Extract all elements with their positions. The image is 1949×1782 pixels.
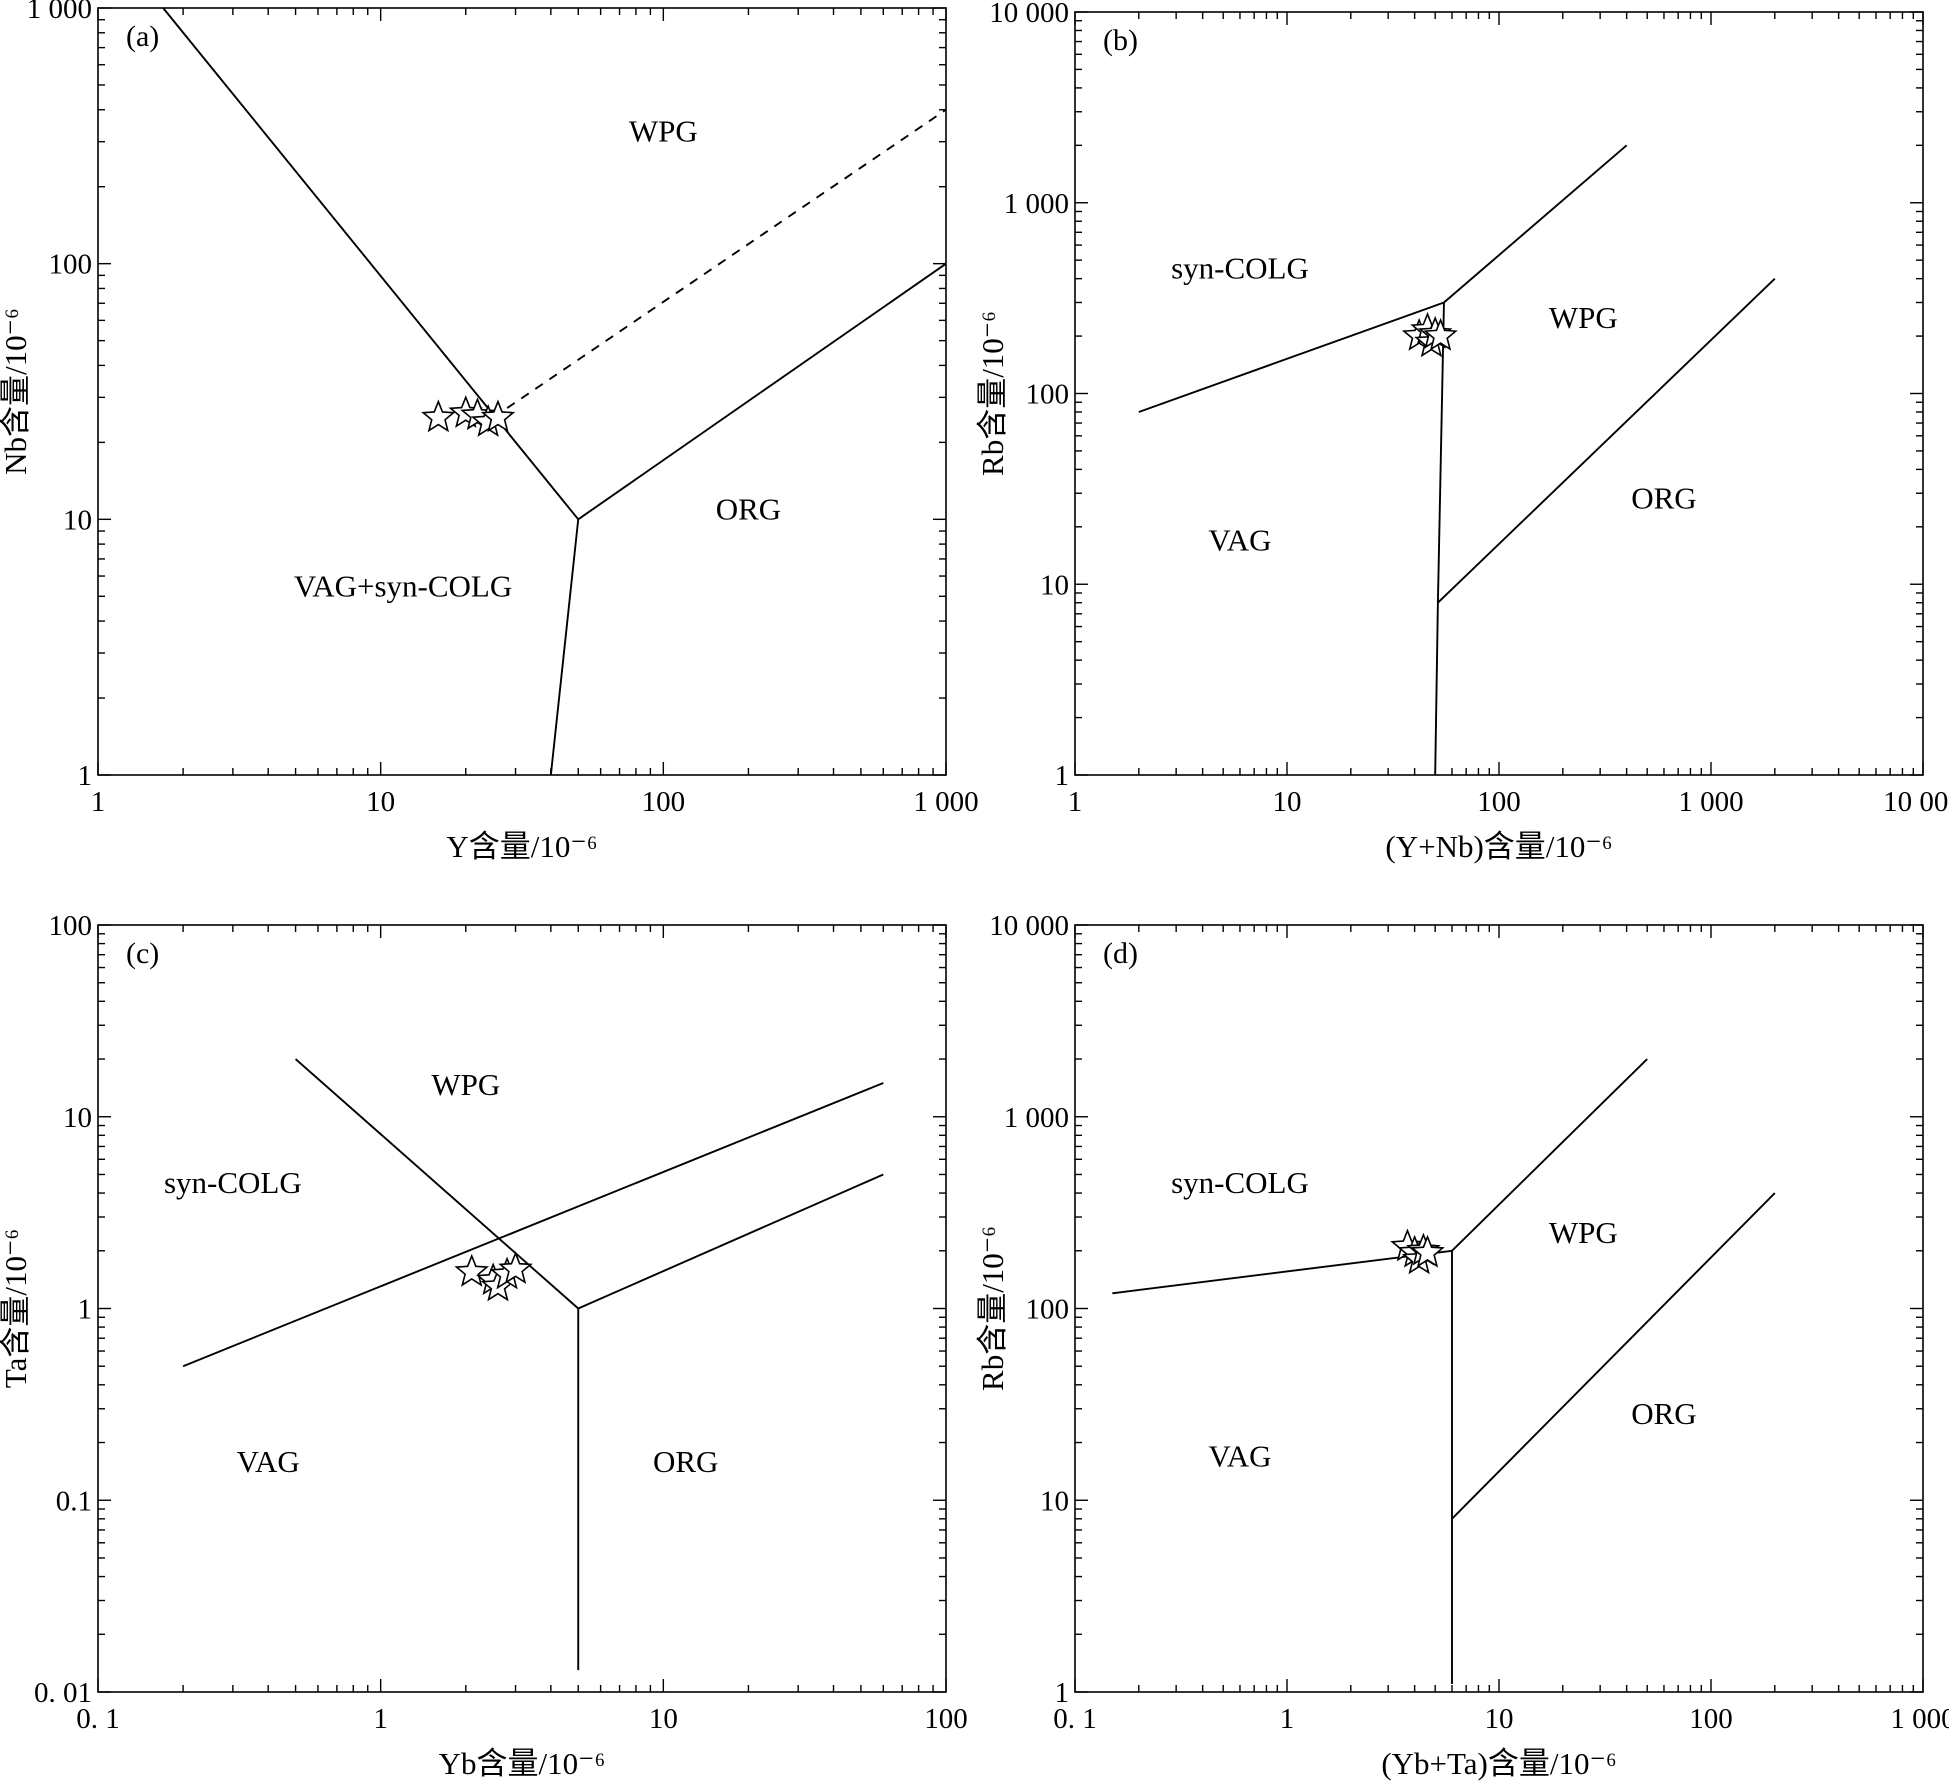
field-boundary-c <box>294 1058 579 1310</box>
plot-frame-c <box>97 924 947 1693</box>
field-boundary-a <box>577 262 947 521</box>
field-boundary-d <box>1112 1249 1453 1295</box>
y-tick-label-a: 1 <box>78 760 93 792</box>
sample-star-c <box>498 1251 533 1285</box>
sample-star-c <box>454 1253 490 1287</box>
panel-label-c: (c) <box>126 937 159 970</box>
field-label-a: WPG <box>629 114 698 149</box>
panel-c-plot: 0. 1 1 10 100 0. 01 0.1 1 10 100 Yb含量/10⁻⁶ Ta含量/10… <box>0 910 968 1781</box>
y-tick-label-c: 0.1 <box>56 1485 92 1517</box>
panel-b-plot: 1 10 100 1 000 10 000 1 10 100 1 000 10 000 (Y+Nb)… <box>975 0 1949 864</box>
y-axis-label-a: Nb含量/10⁻⁶ <box>0 308 33 475</box>
sample-star-d <box>1410 1234 1445 1268</box>
panel-label-b: (b) <box>1103 24 1138 57</box>
y-tick-label-b: 1 <box>1055 760 1070 792</box>
sample-star-b <box>1423 317 1458 351</box>
field-boundary-c <box>577 1173 884 1310</box>
field-boundary-b <box>1437 277 1776 604</box>
y-axis-label-d: Rb含量/10⁻⁶ <box>975 1226 1010 1391</box>
field-label-d: WPG <box>1549 1215 1618 1250</box>
y-tick-label-a: 10 <box>63 504 92 536</box>
x-tick-label-b: 10 000 <box>1883 786 1949 818</box>
x-tick-label-c: 10 <box>649 1703 678 1735</box>
field-label-b: WPG <box>1549 300 1618 335</box>
field-boundary-a <box>492 108 947 419</box>
field-boundary-a <box>549 519 580 776</box>
y-tick-label-b: 10 <box>1040 569 1069 601</box>
field-label-c: syn-COLG <box>164 1165 302 1200</box>
y-tick-label-d: 10 <box>1040 1485 1069 1517</box>
field-boundary-d <box>1451 1058 1648 1252</box>
plot-frame-b <box>1074 11 1924 776</box>
field-boundary-d <box>1451 1192 1776 1520</box>
x-tick-label-a: 10 <box>366 786 395 818</box>
x-tick-label-a: 1 <box>91 786 106 818</box>
y-axis-label-c: Ta含量/10⁻⁶ <box>0 1229 33 1388</box>
x-tick-label-d: 1 000 <box>1890 1703 1949 1735</box>
x-axis-label-d: (Yb+Ta)含量/10⁻⁶ <box>1381 1746 1616 1781</box>
y-tick-label-c: 0. 01 <box>34 1677 92 1709</box>
field-label-c: ORG <box>653 1444 718 1479</box>
x-tick-label-b: 100 <box>1477 786 1521 818</box>
sample-star-a <box>421 399 456 433</box>
field-label-a: ORG <box>716 491 781 526</box>
field-label-b: ORG <box>1631 480 1696 515</box>
x-tick-label-a: 100 <box>642 786 686 818</box>
y-tick-label-b: 1 000 <box>1004 188 1069 220</box>
y-tick-label-d: 1 <box>1055 1677 1070 1709</box>
field-boundary-b <box>1138 301 1445 413</box>
y-tick-label-b: 100 <box>1026 379 1070 411</box>
x-tick-label-a: 1 000 <box>913 786 978 818</box>
y-tick-label-d: 1 000 <box>1004 1102 1069 1134</box>
y-tick-label-c: 100 <box>49 910 93 942</box>
y-tick-label-b: 10 000 <box>989 0 1069 29</box>
y-tick-label-d: 100 <box>1026 1294 1070 1326</box>
y-tick-label-a: 100 <box>49 249 93 281</box>
panel-a-plot: 1 10 100 1 000 1 10 100 1 000 Y含量/10⁻⁶ Nb含量/10⁻⁶ W… <box>0 0 979 864</box>
panel-label-d: (d) <box>1103 937 1138 970</box>
field-label-b: syn-COLG <box>1171 251 1309 286</box>
x-tick-label-d: 1 <box>1280 1703 1295 1735</box>
field-boundary-b <box>1443 144 1628 304</box>
field-label-c: VAG <box>237 1444 300 1479</box>
x-tick-label-c: 0. 1 <box>76 1703 120 1735</box>
field-boundary-b <box>1434 302 1445 776</box>
x-tick-label-b: 10 <box>1273 786 1302 818</box>
x-tick-label-d: 10 <box>1485 1703 1514 1735</box>
x-tick-label-d: 0. 1 <box>1053 1703 1097 1735</box>
field-boundary-a <box>162 7 579 520</box>
x-tick-label-b: 1 000 <box>1678 786 1743 818</box>
x-tick-label-c: 100 <box>924 1703 968 1735</box>
y-tick-label-d: 10 000 <box>989 910 1069 942</box>
plot-frame-a <box>97 7 947 776</box>
field-label-c: WPG <box>431 1067 500 1102</box>
sample-star-a <box>480 399 516 433</box>
y-tick-label-c: 1 <box>78 1294 93 1326</box>
panel-label-a: (a) <box>126 20 159 53</box>
x-tick-label-d: 100 <box>1689 1703 1733 1735</box>
field-label-d: syn-COLG <box>1171 1165 1309 1200</box>
field-label-d: VAG <box>1208 1438 1271 1473</box>
field-label-d: ORG <box>1631 1396 1696 1431</box>
x-tick-label-c: 1 <box>373 1703 388 1735</box>
field-label-a: VAG+syn-COLG <box>294 568 512 603</box>
field-label-b: VAG <box>1208 523 1271 558</box>
y-tick-label-c: 10 <box>63 1102 92 1134</box>
x-axis-label-a: Y含量/10⁻⁶ <box>446 829 597 864</box>
x-tick-label-b: 1 <box>1068 786 1083 818</box>
field-boundary-c <box>182 1082 884 1368</box>
y-tick-label-a: 1 000 <box>27 0 92 25</box>
plot-frame-d <box>1074 924 1924 1693</box>
x-axis-label-c: Yb含量/10⁻⁶ <box>439 1746 606 1781</box>
y-axis-label-b: Rb含量/10⁻⁶ <box>975 311 1010 476</box>
x-axis-label-b: (Y+Nb)含量/10⁻⁶ <box>1385 829 1612 864</box>
